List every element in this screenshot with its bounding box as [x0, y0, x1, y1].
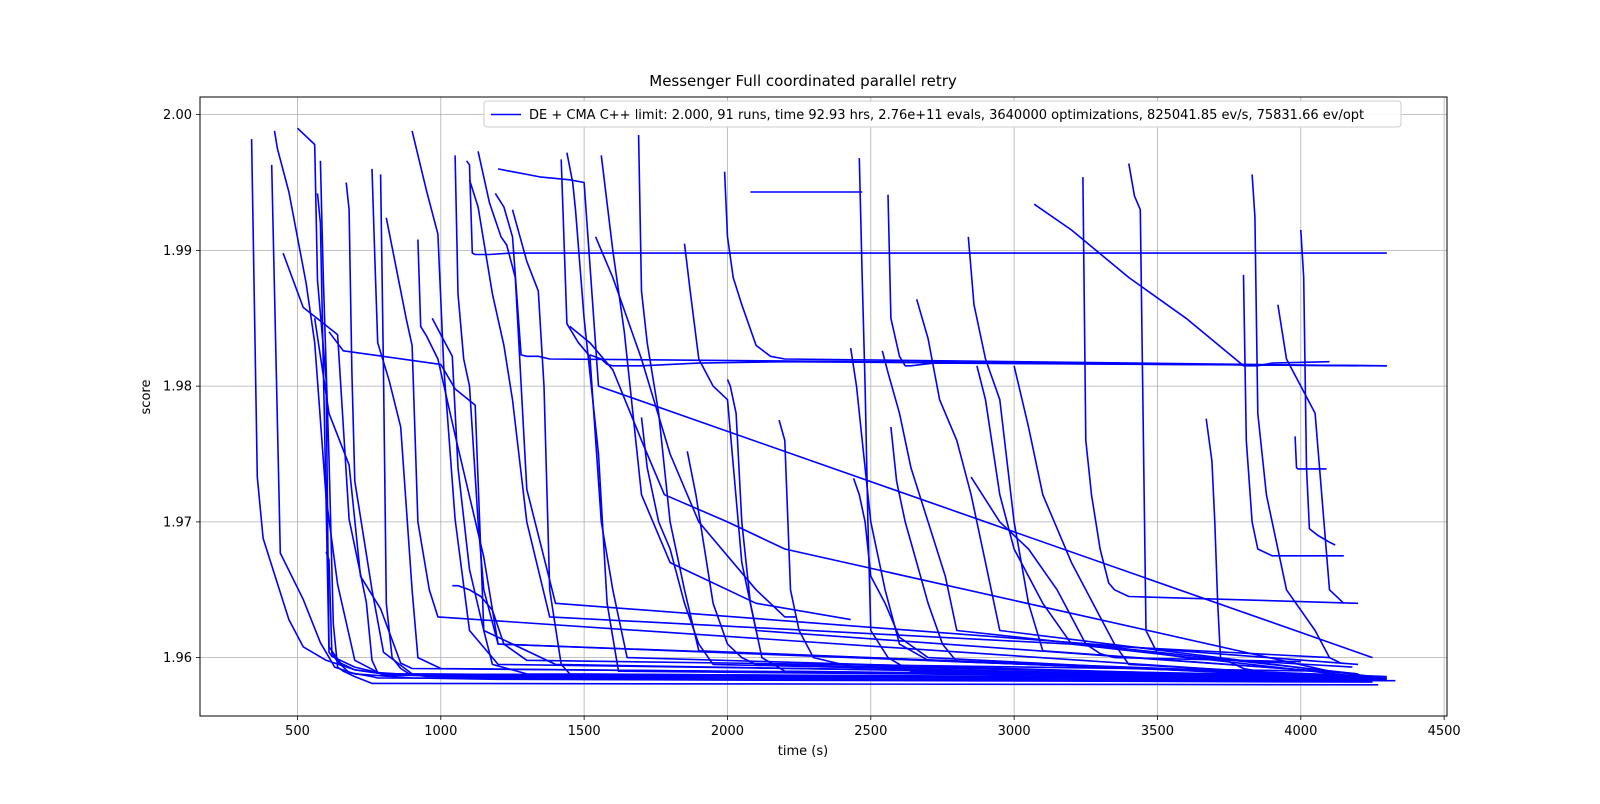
series-line: [1277, 304, 1345, 604]
series-line: [569, 325, 1330, 672]
series-line: [726, 379, 1387, 679]
series-line: [328, 331, 1359, 679]
y-tick-label: 1.97: [163, 515, 192, 530]
series-line: [1013, 365, 1373, 679]
series-line: [411, 130, 1382, 678]
series-line: [637, 134, 1344, 678]
series-line: [494, 192, 1359, 367]
series-line: [1082, 177, 1359, 605]
series-line: [600, 155, 851, 621]
series-line: [686, 451, 1359, 678]
y-tick-label: 1.96: [163, 651, 192, 666]
series-line: [497, 168, 1373, 659]
x-tick-label: 500: [285, 724, 310, 739]
series-line: [477, 151, 1359, 666]
series-line: [325, 551, 1359, 682]
series-line: [640, 417, 1373, 681]
series-line: [371, 168, 1376, 679]
series-line: [319, 160, 1379, 686]
x-tick-label: 2500: [854, 724, 887, 739]
series-line: [385, 217, 1344, 679]
series-line: [417, 239, 1387, 678]
series-line: [379, 174, 1330, 681]
series-line: [881, 350, 1359, 675]
series-line: [1242, 274, 1344, 557]
series-line: [890, 426, 1359, 678]
legend: DE + CMA C++ limit: 2.000, 91 runs, time…: [483, 100, 1402, 128]
series-line: [970, 476, 1301, 663]
series-line: [316, 193, 1330, 681]
legend-box: [483, 100, 1402, 128]
series-line: [723, 171, 1373, 367]
series-line: [1033, 203, 1330, 367]
series-line: [915, 299, 1373, 678]
x-tick-label: 4500: [1428, 724, 1461, 739]
series-line: [560, 159, 1382, 681]
series-line: [1294, 436, 1327, 470]
x-tick-label: 2000: [711, 724, 744, 739]
series-group: [250, 127, 1396, 686]
axis-ticks: 500 1000 1500 2000 2500 3000 3500 4000 4500 1.96 1…: [163, 108, 1461, 739]
series-line: [468, 179, 1330, 659]
y-axis-label: score: [139, 380, 154, 415]
series-line: [1128, 163, 1353, 668]
plot-frame: [199, 96, 1448, 717]
series-line: [852, 478, 1359, 681]
series-line: [431, 317, 1359, 679]
series-line: [1251, 174, 1342, 664]
x-tick-label: 3500: [1141, 724, 1174, 739]
series-line: [849, 347, 1373, 679]
x-tick-label: 3000: [998, 724, 1031, 739]
x-tick-label: 1000: [424, 724, 457, 739]
series-line: [778, 419, 1359, 681]
y-tick-label: 1.99: [163, 244, 192, 259]
series-line: [858, 158, 1387, 679]
series-line: [594, 236, 797, 618]
series-line: [345, 182, 1244, 681]
legend-entry-label: DE + CMA C++ limit: 2.000, 91 runs, time…: [529, 108, 1364, 123]
x-tick-label: 1500: [568, 724, 601, 739]
y-tick-label: 2.00: [163, 108, 192, 123]
series-line: [313, 318, 1373, 678]
series-line: [566, 152, 1344, 679]
x-tick-label: 4000: [1284, 724, 1317, 739]
y-tick-label: 1.98: [163, 380, 192, 395]
series-line: [273, 130, 1382, 679]
series-line: [1205, 418, 1344, 681]
chart-title: Messenger Full coordinated parallel retr…: [649, 72, 957, 90]
series-line: [511, 209, 1387, 681]
series-line: [1300, 229, 1336, 546]
series-line: [454, 155, 1316, 677]
x-axis-label: time (s): [778, 744, 828, 759]
series-line: [976, 365, 1359, 678]
series-line: [967, 236, 1359, 675]
